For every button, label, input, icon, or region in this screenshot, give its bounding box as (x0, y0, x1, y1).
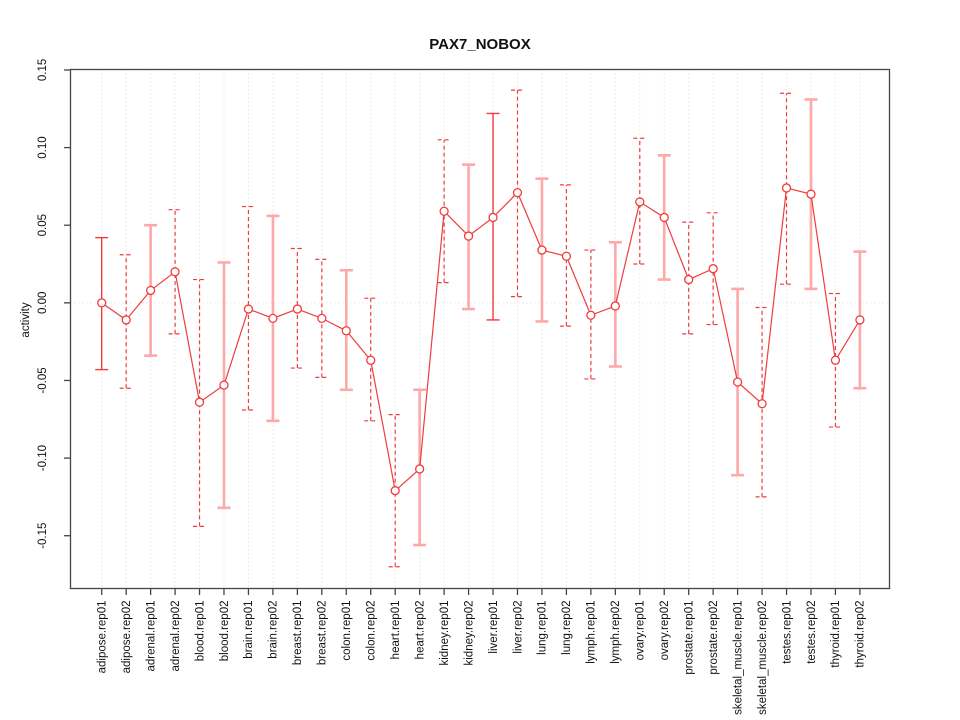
data-point-marker (219, 380, 229, 390)
data-point-marker (268, 313, 278, 324)
x-tick-label: kidney.rep01 (439, 601, 451, 666)
x-tick-label: breast.rep01 (292, 601, 304, 666)
data-point-marker (415, 464, 425, 474)
data-point-marker (463, 231, 474, 241)
data-point-marker (390, 486, 400, 496)
x-tick-label: liver.rep01 (488, 601, 500, 654)
data-point-marker (586, 310, 596, 320)
x-tick-label: adipose.rep01 (97, 601, 109, 674)
data-point-marker (317, 313, 327, 324)
x-tick-label: lymph.rep01 (586, 601, 598, 664)
data-point-marker (806, 189, 816, 199)
data-point-marker (659, 212, 669, 223)
x-tick-label: breast.rep02 (317, 601, 329, 666)
data-point-marker (194, 397, 205, 407)
x-tick-label: heart.rep01 (390, 601, 402, 660)
data-point-marker (145, 285, 156, 296)
y-tick-label: 0.15 (37, 59, 49, 81)
x-tick-label: blood.rep01 (194, 601, 206, 662)
data-point-marker (243, 304, 254, 314)
data-point-marker (97, 298, 107, 308)
data-point-marker (439, 206, 449, 216)
data-point-marker (341, 326, 351, 336)
x-tick-label: testes.rep02 (806, 601, 818, 664)
x-tick-label: kidney.rep02 (463, 601, 475, 666)
x-tick-label: prostate.rep01 (683, 601, 695, 675)
x-tick-label: liver.rep02 (512, 601, 524, 654)
x-tick-label: blood.rep02 (219, 601, 231, 662)
x-tick-label: lung.rep01 (537, 601, 549, 655)
data-point-marker (781, 183, 792, 193)
x-tick-label: testes.rep01 (781, 601, 793, 664)
x-tick-label: adipose.rep02 (121, 601, 133, 674)
data-point-marker (121, 315, 131, 325)
data-point-marker (561, 251, 572, 261)
x-tick-label: lymph.rep02 (610, 601, 622, 664)
data-point-marker (292, 304, 303, 314)
data-point-marker (684, 274, 694, 285)
plot-frame (69, 68, 891, 590)
data-point-marker (708, 264, 718, 274)
x-tick-label: adrenal.rep02 (170, 601, 182, 672)
x-tick-label: heart.rep02 (414, 601, 426, 660)
data-point-marker (366, 355, 376, 365)
x-tick-label: colon.rep01 (341, 601, 353, 661)
y-tick-label: 0.10 (37, 136, 49, 158)
y-tick-label: -0.05 (37, 367, 49, 393)
x-tick-label: thyroid.rep01 (830, 601, 842, 668)
activity-series-line (101, 187, 861, 492)
x-tick-label: brain.rep02 (268, 601, 280, 659)
y-tick-label: -0.15 (37, 523, 49, 549)
data-point-marker (537, 245, 547, 255)
plot-area: -0.15 -0.10 -0.05 0.00 0.05 0.10 0.15 adipose.r… (37, 59, 891, 715)
x-tick-label: colon.rep02 (366, 601, 378, 661)
data-point-marker (512, 187, 523, 198)
data-point-marker (855, 315, 865, 325)
x-tick-label: brain.rep01 (243, 601, 255, 659)
data-point-marker (635, 197, 645, 207)
x-tick-label: prostate.rep02 (708, 601, 720, 675)
x-tick-label: ovary.rep02 (659, 601, 671, 661)
y-tick-label: -0.10 (37, 445, 49, 471)
data-point-marker (170, 267, 180, 277)
x-tick-label: adrenal.rep01 (145, 601, 157, 672)
x-tick-label: thyroid.rep02 (855, 601, 867, 668)
x-tick-label: skeletal_muscle.rep02 (757, 601, 769, 715)
data-point-marker (610, 301, 620, 311)
chart-title: PAX7_NOBOX (429, 36, 530, 53)
x-tick-label: lung.rep02 (561, 601, 573, 655)
data-point-marker (732, 377, 743, 387)
y-tick-label: 0.00 (37, 292, 49, 314)
data-point-marker (830, 355, 841, 365)
y-tick-label: 0.05 (37, 214, 49, 236)
y-axis-label: activity (20, 302, 32, 337)
data-point-marker (757, 399, 767, 409)
x-tick-label: skeletal_muscle.rep01 (732, 601, 744, 715)
data-point-marker (488, 212, 498, 223)
x-tick-label: ovary.rep01 (635, 601, 647, 661)
